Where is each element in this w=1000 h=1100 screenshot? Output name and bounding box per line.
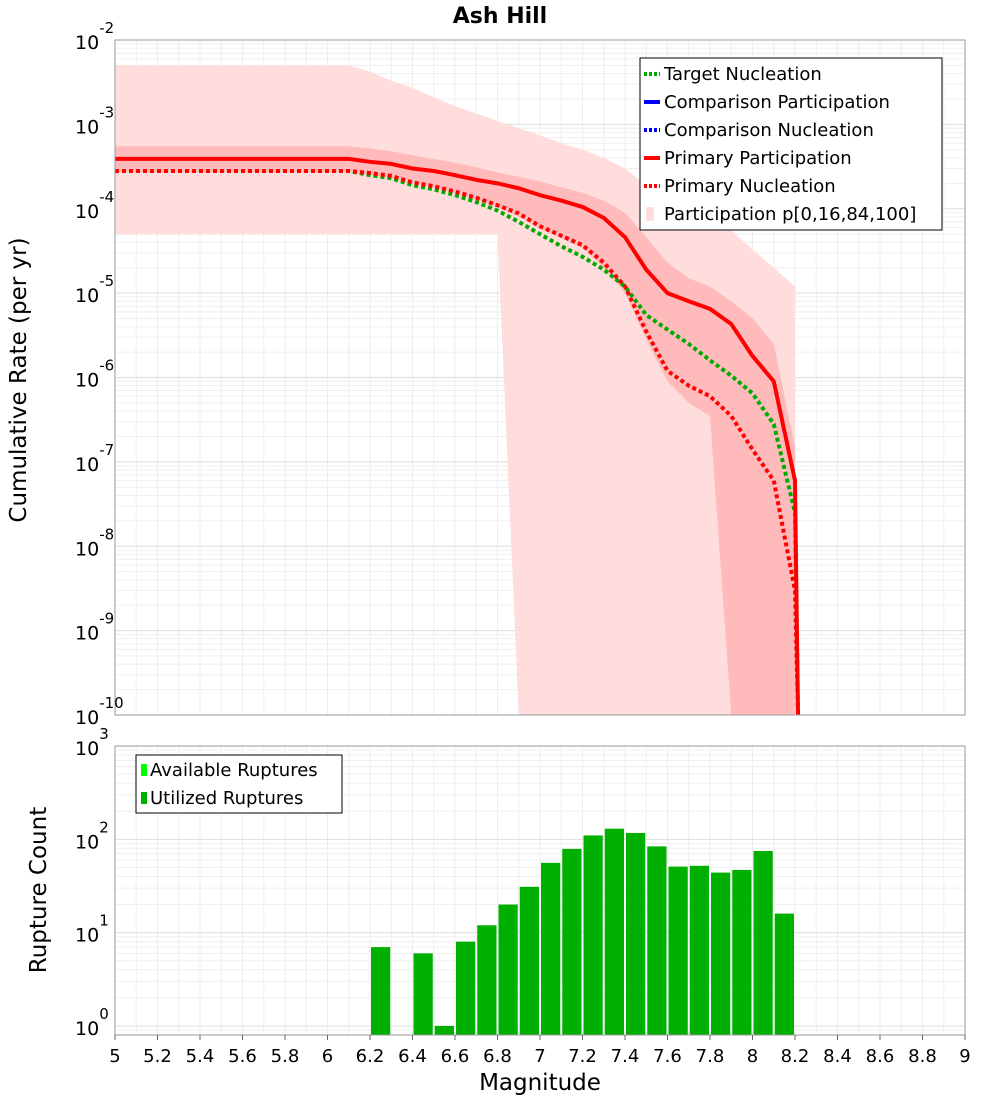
legend-label: Utilized Ruptures bbox=[150, 788, 303, 809]
y-tick-label: 10-4 bbox=[75, 188, 114, 223]
y-tick-exponent: 0 bbox=[99, 1005, 109, 1023]
x-ticks: 5 5.2 5.4 5.6 5.8 6 6.2 6.4 6.6 6.8 7 7.2 7.4 7.6 7.8 8… bbox=[109, 1035, 971, 1067]
rupture-bar bbox=[371, 947, 391, 1035]
top-y-axis-label: Cumulative Rate (per yr) bbox=[6, 237, 32, 522]
legend-label: Target Nucleation bbox=[663, 64, 822, 85]
rupture-bar bbox=[498, 904, 518, 1035]
bottom-y-axis-label: Rupture Count bbox=[26, 807, 52, 973]
y-tick-label: 10-2 bbox=[75, 19, 114, 54]
y-tick-exponent: -10 bbox=[99, 694, 124, 712]
x-tick-label: 5 bbox=[109, 1046, 120, 1067]
series-line-primary-nucleation bbox=[115, 169, 800, 716]
rupture-bar bbox=[456, 941, 476, 1035]
x-tick-label: 5.4 bbox=[186, 1046, 215, 1067]
x-tick-label: 8.6 bbox=[866, 1046, 895, 1067]
rupture-bar bbox=[668, 866, 688, 1035]
series-line-primary-participation bbox=[115, 156, 800, 716]
y-tick-label: 10-5 bbox=[75, 272, 114, 307]
y-tick-exponent: 3 bbox=[99, 725, 109, 743]
y-tick-label: 101 bbox=[75, 912, 109, 947]
x-tick-label: 5.8 bbox=[271, 1046, 300, 1067]
y-tick-exponent: 2 bbox=[99, 818, 109, 836]
rupture-bar bbox=[689, 865, 709, 1035]
legend-label: Comparison Participation bbox=[664, 92, 890, 113]
y-tick-exponent: -2 bbox=[99, 19, 114, 37]
x-tick-label: 7.6 bbox=[653, 1046, 682, 1067]
x-tick-label: 6.8 bbox=[483, 1046, 512, 1067]
legend-swatch bbox=[141, 792, 147, 804]
legend-swatch bbox=[141, 764, 147, 776]
x-tick-label: 8.8 bbox=[908, 1046, 937, 1067]
rupture-bar bbox=[562, 848, 582, 1035]
x-tick-label: 7.2 bbox=[568, 1046, 597, 1067]
bottom-grid bbox=[114, 746, 966, 1036]
y-tick-label: 10-7 bbox=[75, 441, 114, 476]
rupture-bar bbox=[583, 835, 603, 1035]
y-tick-label: 10-3 bbox=[75, 103, 114, 138]
y-tick-exponent: -7 bbox=[99, 441, 114, 459]
rupture-bar bbox=[477, 925, 497, 1035]
top-legend: Target Nucleation Comparison Participatio… bbox=[639, 57, 943, 231]
y-tick-exponent: -3 bbox=[99, 103, 114, 121]
rupture-bar bbox=[626, 832, 646, 1035]
legend-label: Participation p[0,16,84,100] bbox=[664, 204, 916, 225]
top-legend-box bbox=[639, 57, 943, 231]
x-tick-label: 6 bbox=[322, 1046, 333, 1067]
y-tick-exponent: 1 bbox=[99, 912, 109, 930]
series-line-target-nucleation bbox=[115, 169, 800, 716]
bottom-legend: Available Ruptures Utilized Ruptures bbox=[135, 754, 343, 814]
y-tick-exponent: -8 bbox=[99, 525, 114, 543]
legend-label: Comparison Nucleation bbox=[664, 120, 874, 141]
x-tick-label: 6.2 bbox=[356, 1046, 385, 1067]
x-tick-label: 5.6 bbox=[228, 1046, 257, 1067]
x-tick-label: 6.4 bbox=[398, 1046, 427, 1067]
rupture-bar bbox=[413, 953, 433, 1035]
legend-label: Primary Nucleation bbox=[664, 176, 836, 197]
rupture-bar bbox=[434, 1025, 454, 1035]
y-tick-label: 10-8 bbox=[75, 525, 114, 560]
top-panel: 10-2 10-3 10-4 10-5 10-6 10-7 10-8 10-9 10-10 Cu… bbox=[6, 19, 966, 729]
x-tick-label: 7 bbox=[534, 1046, 545, 1067]
y-tick-label: 10-10 bbox=[75, 694, 124, 729]
rupture-bar bbox=[647, 846, 667, 1035]
x-tick-label: 8.2 bbox=[781, 1046, 810, 1067]
rupture-bar bbox=[711, 872, 731, 1035]
x-tick-label: 7.4 bbox=[611, 1046, 640, 1067]
rupture-bar bbox=[519, 886, 539, 1035]
bottom-bars bbox=[371, 828, 794, 1035]
y-tick-exponent: -9 bbox=[99, 610, 114, 628]
legend-label: Primary Participation bbox=[664, 148, 852, 169]
rupture-bar bbox=[732, 869, 752, 1035]
y-tick-label: 103 bbox=[75, 725, 109, 760]
legend-swatch bbox=[646, 207, 654, 221]
top-lines bbox=[115, 156, 800, 716]
y-tick-label: 102 bbox=[75, 818, 109, 853]
rupture-bar bbox=[753, 850, 773, 1035]
bottom-legend-box bbox=[135, 754, 343, 814]
rupture-bar bbox=[541, 862, 561, 1035]
x-tick-label: 5.2 bbox=[143, 1046, 172, 1067]
y-tick-label: 10-6 bbox=[75, 357, 114, 392]
chart-title: Ash Hill bbox=[453, 4, 547, 29]
y-tick-exponent: -5 bbox=[99, 272, 114, 290]
x-tick-label: 8.4 bbox=[823, 1046, 852, 1067]
x-tick-label: 8 bbox=[747, 1046, 758, 1067]
top-plot-frame bbox=[114, 39, 966, 716]
x-axis-label: Magnitude bbox=[479, 1070, 601, 1096]
rupture-bar bbox=[774, 913, 794, 1035]
y-tick-label: 100 bbox=[75, 1005, 109, 1040]
rupture-bar bbox=[604, 828, 624, 1035]
x-tick-label: 7.8 bbox=[696, 1046, 725, 1067]
y-tick-exponent: -4 bbox=[99, 188, 114, 206]
y-tick-label: 10-9 bbox=[75, 610, 114, 645]
y-tick-exponent: -6 bbox=[99, 357, 114, 375]
legend-label: Available Ruptures bbox=[150, 760, 318, 781]
x-tick-label: 6.6 bbox=[441, 1046, 470, 1067]
x-tick-label: 9 bbox=[959, 1046, 970, 1067]
